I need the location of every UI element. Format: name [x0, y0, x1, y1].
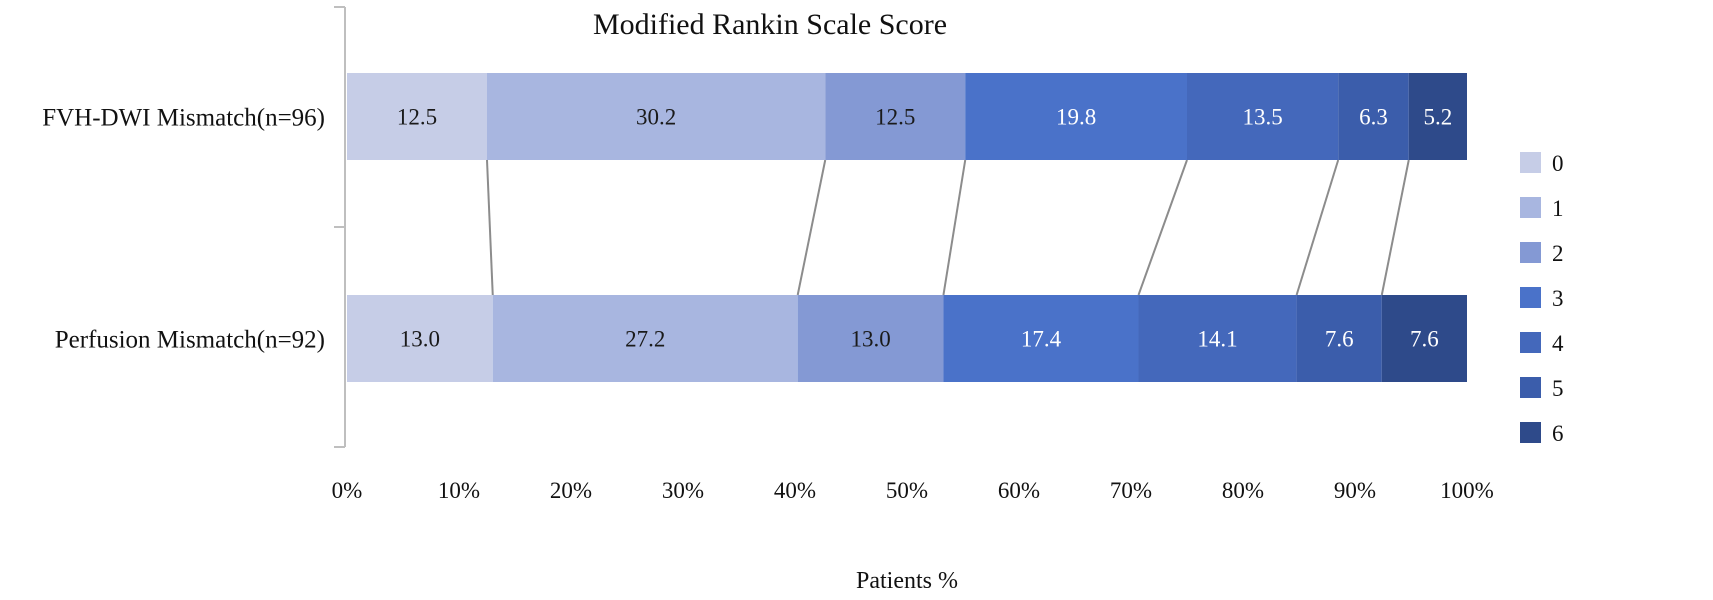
category-label-0: FVH-DWI Mismatch(n=96) — [42, 105, 325, 132]
bar-segment-mrs-2-row-1 — [797, 295, 944, 382]
legend-swatch-4 — [1520, 332, 1541, 353]
x-tick-label-9: 90% — [1334, 478, 1376, 503]
bar-segment-mrs-6-row-1 — [1381, 295, 1467, 382]
x-axis-title: Patients % — [856, 568, 958, 594]
bar-segment-mrs-6-row-0 — [1408, 73, 1467, 160]
bar-segment-mrs-4-row-1 — [1138, 295, 1297, 382]
x-tick-label-4: 40% — [774, 478, 816, 503]
bar-segment-mrs-0-row-1 — [347, 295, 493, 382]
series-line-0 — [486, 159, 494, 296]
data-label-mrs-2-row-1: 13.0 — [850, 327, 890, 352]
data-label-mrs-1-row-0: 30.2 — [636, 105, 676, 130]
legend-label-6: 6 — [1552, 421, 1564, 446]
data-label-mrs-2-row-0: 12.5 — [875, 105, 915, 130]
legend-label-1: 1 — [1552, 196, 1564, 221]
x-tick-label-3: 30% — [662, 478, 704, 503]
series-line-2 — [942, 159, 967, 296]
legend-label-2: 2 — [1552, 241, 1564, 266]
x-tick-label-7: 70% — [1110, 478, 1152, 503]
y-axis — [334, 6, 346, 448]
legend-label-3: 3 — [1552, 286, 1564, 311]
x-tick-label-8: 80% — [1222, 478, 1264, 503]
data-label-mrs-4-row-0: 13.5 — [1242, 105, 1282, 130]
bar-segment-mrs-5-row-0 — [1338, 73, 1409, 160]
bar-segment-mrs-1-row-1 — [492, 295, 798, 382]
category-labels: FVH-DWI Mismatch(n=96) Perfusion Mismatch… — [42, 105, 325, 354]
data-label-mrs-6-row-0: 5.2 — [1424, 105, 1453, 130]
legend-label-0: 0 — [1552, 151, 1564, 176]
data-label-mrs-3-row-1: 17.4 — [1021, 327, 1062, 352]
series-lines — [486, 159, 1410, 296]
bar-segment-mrs-3-row-1 — [943, 295, 1139, 382]
data-label-mrs-0-row-0: 12.5 — [397, 105, 437, 130]
bar-segment-mrs-1-row-0 — [487, 73, 826, 160]
bar-segment-mrs-0-row-0 — [347, 73, 487, 160]
x-tick-label-5: 50% — [886, 478, 928, 503]
legend-swatch-0 — [1520, 152, 1541, 173]
data-label-mrs-6-row-1: 7.6 — [1410, 327, 1439, 352]
legend-swatch-2 — [1520, 242, 1541, 263]
x-axis-ticks: 0% 10% 20% 30% 40% 50% 60% 70% 80% 90% 100% — [332, 478, 1494, 503]
data-label-mrs-1-row-1: 27.2 — [625, 327, 665, 352]
bar-segment-mrs-4-row-0 — [1187, 73, 1339, 160]
legend-swatch-6 — [1520, 422, 1541, 443]
legend-label-5: 5 — [1552, 376, 1564, 401]
x-tick-label-10: 100% — [1440, 478, 1494, 503]
legend-label-4: 4 — [1552, 331, 1564, 356]
series-line-1 — [796, 159, 827, 296]
bar-segment-mrs-2-row-0 — [825, 73, 966, 160]
series-line-4 — [1295, 159, 1340, 296]
data-label-mrs-5-row-0: 6.3 — [1359, 105, 1388, 130]
series-line-5 — [1380, 159, 1410, 296]
data-label-mrs-0-row-1: 13.0 — [400, 327, 440, 352]
x-tick-label-1: 10% — [438, 478, 480, 503]
x-tick-label-2: 20% — [550, 478, 592, 503]
bars: 12.5 30.2 12.5 19.8 13.5 6.3 5.2 13.0 27.2 13.0 17… — [347, 73, 1467, 382]
x-tick-label-6: 60% — [998, 478, 1040, 503]
chart-title: Modified Rankin Scale Score — [593, 8, 947, 41]
legend-swatch-5 — [1520, 377, 1541, 398]
data-label-mrs-5-row-1: 7.6 — [1325, 327, 1354, 352]
category-label-1: Perfusion Mismatch(n=92) — [55, 327, 325, 354]
x-tick-label-0: 0% — [332, 478, 363, 503]
data-label-mrs-3-row-0: 19.8 — [1056, 105, 1096, 130]
series-line-3 — [1137, 159, 1188, 296]
legend-swatch-3 — [1520, 287, 1541, 308]
legend: 0 1 2 3 4 5 6 — [1520, 151, 1564, 446]
data-label-mrs-4-row-1: 14.1 — [1197, 327, 1237, 352]
bar-segment-mrs-5-row-1 — [1296, 295, 1382, 382]
legend-swatch-1 — [1520, 197, 1541, 218]
bar-segment-mrs-3-row-0 — [965, 73, 1187, 160]
